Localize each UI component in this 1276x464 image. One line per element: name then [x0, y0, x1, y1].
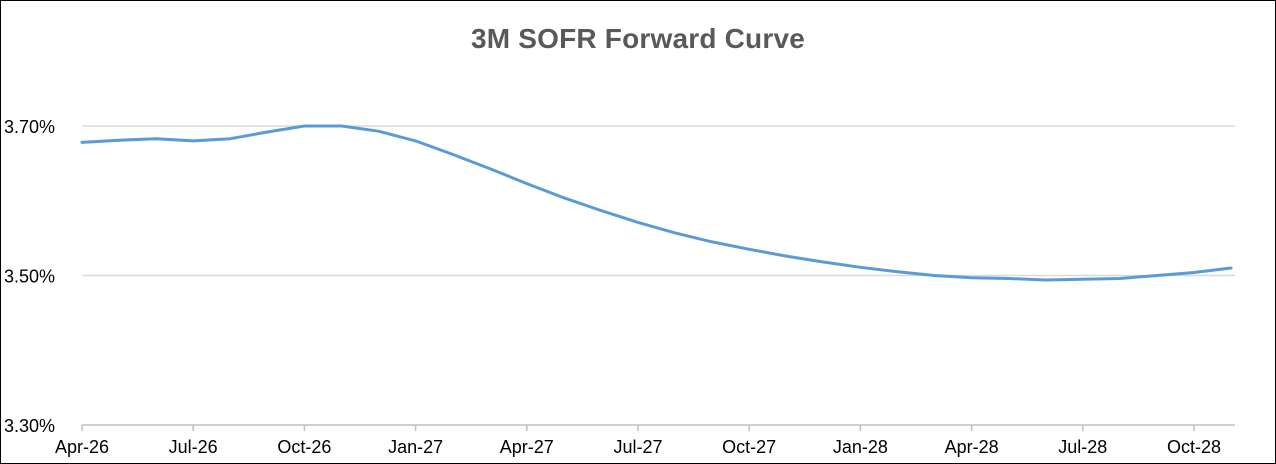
x-tick-label: Jan-27 — [388, 437, 443, 457]
chart-title: 3M SOFR Forward Curve — [470, 23, 806, 54]
y-tick-label: 3.70% — [4, 117, 55, 137]
series-line-0 — [80, 124, 1233, 282]
x-tick-label: Oct-26 — [277, 437, 331, 457]
x-tick-label: Oct-28 — [1167, 437, 1221, 457]
x-tick-label: Jul-28 — [1058, 437, 1107, 457]
x-tick-label: Jul-26 — [169, 437, 218, 457]
x-tick-label: Apr-28 — [945, 437, 999, 457]
x-tick-label: Oct-27 — [722, 437, 776, 457]
x-tick-label: Jul-27 — [613, 437, 662, 457]
x-tick-label: Apr-27 — [500, 437, 554, 457]
y-tick-label: 3.30% — [4, 416, 55, 436]
y-tick-label: 3.50% — [4, 267, 55, 287]
x-tick-label: Jan-28 — [833, 437, 888, 457]
x-tick-label: Apr-26 — [55, 437, 109, 457]
